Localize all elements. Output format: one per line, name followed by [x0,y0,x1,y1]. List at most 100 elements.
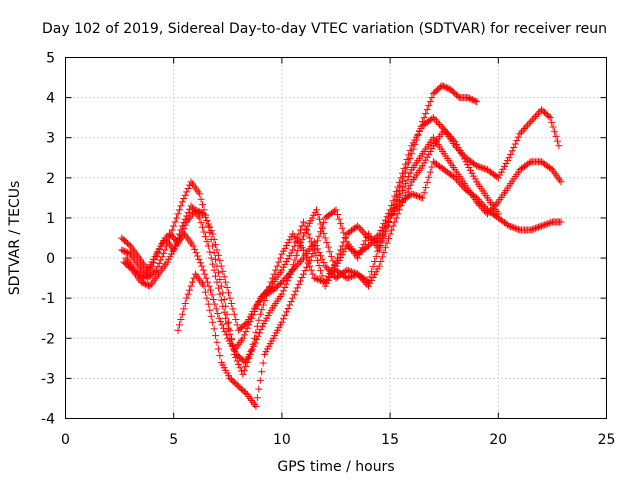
data-point [425,102,433,110]
data-point [207,227,215,235]
data-point [320,259,328,267]
data-point [467,95,475,103]
data-point [341,245,349,253]
data-point [307,253,315,261]
data-point [366,240,374,248]
data-point [219,324,227,332]
data-point [326,248,334,256]
data-point [213,338,221,346]
data-point [454,177,462,185]
data-point [417,125,425,133]
data-point [239,370,247,378]
data-point [423,178,431,186]
data-point [530,114,538,122]
y-tick-label: 2 [46,171,55,187]
data-point [377,241,385,249]
data-point [327,252,335,260]
data-point [409,139,417,147]
data-point [276,254,284,262]
data-point [300,246,308,254]
data-point [296,257,304,265]
data-point [317,252,325,260]
data-point [391,218,399,226]
data-point [254,332,262,340]
data-point [372,268,380,276]
data-point [510,143,518,151]
data-point [441,83,449,91]
x-tick-label: 25 [598,432,616,448]
data-point [549,123,557,131]
data-point [519,126,527,134]
data-point [542,220,550,228]
data-point [240,366,248,374]
data-point [340,229,348,237]
data-point [219,302,227,310]
data-point [505,222,513,230]
data-point [315,215,323,223]
data-point [368,276,376,284]
data-point [318,255,326,263]
data-point [309,270,317,278]
data-point [313,256,321,264]
data-point [442,127,450,135]
data-point [278,278,286,286]
data-point [546,114,554,122]
data-point [378,237,386,245]
data-point [140,279,148,287]
data-point [415,127,423,135]
data-point [397,174,405,182]
data-point [155,259,163,267]
data-point [502,160,510,168]
y-tick-labels: -4 -3 -2 -1 0 1 2 3 4 5 [41,51,55,428]
data-point [338,224,346,232]
data-point [531,224,539,232]
data-point [284,304,292,312]
data-point [454,92,462,100]
data-point [395,206,403,214]
grid [65,57,607,419]
data-point [369,274,377,282]
data-point [539,221,547,229]
data-point [335,250,343,258]
data-point [398,186,406,194]
data-point [344,267,352,275]
data-point [250,342,258,350]
data-point [451,174,459,182]
data-point [202,274,210,282]
data-point [225,318,233,326]
series-track-2 [118,106,563,354]
data-point [406,181,414,189]
data-point [360,240,368,248]
data-point [238,367,246,375]
data-point [287,233,295,241]
data-point [191,206,199,214]
data-point [119,247,127,255]
data-point [235,360,243,368]
data-point [397,202,405,210]
data-point [375,262,383,270]
y-tick-label: 5 [46,51,55,67]
data-point [402,192,410,200]
data-point [233,357,241,365]
data-point [313,245,321,253]
data-point [360,277,368,285]
data-point [400,165,408,173]
data-point [476,163,484,171]
data-point [386,206,394,214]
data-point [405,159,413,167]
data-point [232,316,240,324]
data-point [428,115,436,123]
data-point [358,244,366,252]
data-point [420,114,428,122]
data-point [210,266,218,274]
data-point [258,306,266,314]
data-point [423,106,431,114]
data-point [363,280,371,288]
data-point [324,276,332,284]
data-point [278,250,286,258]
data-point [541,221,549,229]
data-point [201,233,209,241]
data-point [227,300,235,308]
data-point [412,133,420,141]
data-point [216,352,224,360]
